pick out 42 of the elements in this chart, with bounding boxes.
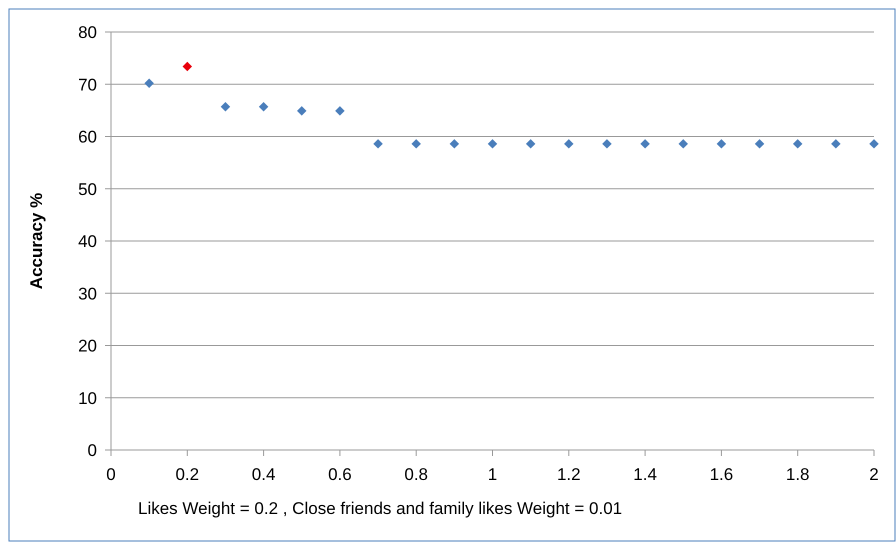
y-tick-label: 80: [78, 23, 97, 42]
y-tick-label: 60: [78, 128, 97, 146]
point: [640, 139, 650, 149]
y-tick-label: 20: [78, 336, 97, 356]
x-tick-label: 1.2: [556, 465, 581, 484]
point: [297, 106, 306, 116]
point: [716, 139, 726, 149]
point: [869, 139, 879, 149]
point: [220, 102, 230, 112]
point: [411, 139, 421, 149]
x-tick-label: 0.6: [328, 465, 352, 484]
point: [488, 139, 498, 149]
x-tick-label: 1.6: [710, 465, 734, 484]
y-tick-label: 10: [78, 388, 97, 408]
x-tick-label: 0.2: [175, 465, 200, 484]
y-tick-label: 50: [78, 180, 97, 199]
y-tick-label: 0: [88, 441, 97, 460]
point: [792, 139, 802, 149]
y-axis-title: Accuracy %: [27, 192, 46, 290]
y-tick-label: 40: [78, 232, 97, 251]
point: [450, 139, 460, 149]
point: [678, 139, 688, 149]
point: [335, 106, 345, 116]
x-tick-label: 2: [869, 465, 879, 484]
x-tick-label: 0.4: [252, 465, 276, 484]
x-tick-label: 0.8: [404, 465, 428, 484]
y-tick-label: 70: [78, 75, 97, 94]
y-tick-label: 30: [78, 284, 97, 304]
x-tick-label: 0: [106, 465, 116, 484]
point: [526, 139, 536, 149]
x-tick-label: 1.8: [786, 465, 810, 484]
point: [182, 62, 192, 72]
point: [602, 139, 612, 149]
x-tick-label: 1: [488, 465, 498, 484]
point: [373, 139, 383, 149]
point: [831, 139, 841, 149]
point: [258, 102, 268, 112]
x-axis-title: Likes Weight = 0.2 , Close friends and family likes Weight = 0.01: [138, 499, 622, 518]
point: [754, 139, 764, 149]
point: [144, 78, 154, 88]
point: [564, 139, 574, 149]
x-tick-label: 1.4: [633, 465, 657, 484]
